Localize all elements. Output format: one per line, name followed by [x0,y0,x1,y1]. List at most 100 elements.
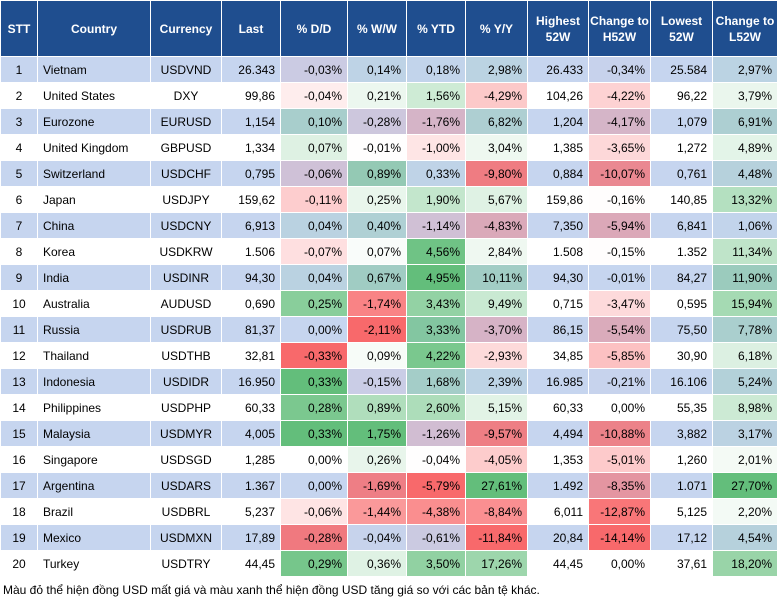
table-cell: -1,74% [347,290,407,317]
table-cell: -3,65% [588,134,651,161]
column-header: % D/D [280,0,348,57]
table-cell: 18 [0,498,38,525]
table-cell: 30,90 [650,342,713,369]
table-cell: Eurozone [37,108,151,135]
table-cell: 3,04% [465,134,528,161]
table-row: 10 Australia AUDUSD 0,690 0,25% -1,74% 3,43% 9,… [0,290,777,317]
table-cell: 86,15 [527,316,589,343]
table-cell: 0,00% [588,394,651,421]
table-cell: 0,25% [280,290,348,317]
table-cell: 1 [0,56,38,83]
table-cell: USDCHF [150,160,222,187]
table-cell: 20 [0,550,38,577]
table-cell: 0,09% [347,342,407,369]
table-cell: 1,334 [221,134,281,161]
table-cell: -1,44% [347,498,407,525]
column-header: Change to L52W [712,0,777,57]
table-cell: -4,22% [588,82,651,109]
table-cell: USDCNY [150,212,222,239]
table-cell: 13,32% [712,186,777,213]
table-cell: 159,86 [527,186,589,213]
table-cell: Indonesia [37,368,151,395]
table-cell: -2,93% [465,342,528,369]
table-cell: -4,17% [588,108,651,135]
table-cell: 1.506 [221,238,281,265]
table-cell: -0,04% [406,446,466,473]
table-cell: 1.071 [650,472,713,499]
column-header: Last [221,0,281,57]
table-cell: 25.584 [650,56,713,83]
table-cell: -5,54% [588,316,651,343]
table-row: 15 Malaysia USDMYR 4,005 0,33% 1,75% -1,26% -9,… [0,420,777,447]
footnote: Màu đỏ thể hiện đồng USD mất giá và màu … [3,583,540,597]
table-row: 5 Switzerland USDCHF 0,795 -0,06% 0,89% 0,33% -… [0,160,777,187]
table-row: 3 Eurozone EURUSD 1,154 0,10% -0,28% -1,76% 6,8… [0,108,777,135]
table-cell: USDVND [150,56,222,83]
table-cell: 5 [0,160,38,187]
table-cell: 4,005 [221,420,281,447]
table-cell: 6,82% [465,108,528,135]
table-cell: 18,20% [712,550,777,577]
table-cell: 17 [0,472,38,499]
table-cell: 94,30 [221,264,281,291]
table-row: 9 India USDINR 94,30 0,04% 0,67% 4,95% 10,11% 94… [0,264,777,291]
column-header: % W/W [347,0,407,57]
table-cell: 94,30 [527,264,589,291]
table-cell: USDKRW [150,238,222,265]
table-cell: 9,49% [465,290,528,317]
table-cell: -8,35% [588,472,651,499]
table-cell: 0,33% [280,368,348,395]
table-cell: 1,285 [221,446,281,473]
table-cell: -0,15% [347,368,407,395]
table-cell: 2,97% [712,56,777,83]
table-cell: 0,25% [347,186,407,213]
table-cell: 4,494 [527,420,589,447]
table-cell: 5,67% [465,186,528,213]
table-cell: 17,89 [221,524,281,551]
table-body: 1 Vietnam USDVND 26.343 -0,03% 0,14% 0,18% 2,98… [0,56,777,577]
table-cell: 1,272 [650,134,713,161]
table-cell: 10,11% [465,264,528,291]
table-cell: -0,03% [280,56,348,83]
table-cell: -1,76% [406,108,466,135]
table-cell: 11,34% [712,238,777,265]
table-cell: 1.492 [527,472,589,499]
table-cell: 6,91% [712,108,777,135]
table-cell: 55,35 [650,394,713,421]
table-cell: 0,00% [588,550,651,577]
table-cell: 75,50 [650,316,713,343]
table-cell: -0,07% [280,238,348,265]
table-cell: United States [37,82,151,109]
table-cell: 8 [0,238,38,265]
table-cell: USDSGD [150,446,222,473]
table-cell: Thailand [37,342,151,369]
table-cell: 0,29% [280,550,348,577]
table-cell: 99,86 [221,82,281,109]
table-row: 12 Thailand USDTHB 32,81 -0,33% 0,09% 4,22% -2,… [0,342,777,369]
table-cell: 0,07% [280,134,348,161]
table-cell: Turkey [37,550,151,577]
table-cell: 159,62 [221,186,281,213]
table-cell: 6,011 [527,498,589,525]
table-cell: Korea [37,238,151,265]
table-cell: 26.343 [221,56,281,83]
table-cell: -9,80% [465,160,528,187]
table-cell: 15,94% [712,290,777,317]
table-cell: -0,34% [588,56,651,83]
table-cell: 3,79% [712,82,777,109]
table-cell: 4,95% [406,264,466,291]
table-cell: 8,98% [712,394,777,421]
table-cell: Argentina [37,472,151,499]
table-row: 18 Brazil USDBRL 5,237 -0,06% -1,44% -4,38% -8,… [0,498,777,525]
table-cell: 1,68% [406,368,466,395]
table-cell: -0,01% [347,134,407,161]
table-cell: 13 [0,368,38,395]
table-cell: 104,26 [527,82,589,109]
table-cell: 1.367 [221,472,281,499]
table-cell: 2,60% [406,394,466,421]
table-cell: USDMYR [150,420,222,447]
table-cell: 34,85 [527,342,589,369]
table-cell: India [37,264,151,291]
table-cell: 4,48% [712,160,777,187]
table-cell: -14,14% [588,524,651,551]
